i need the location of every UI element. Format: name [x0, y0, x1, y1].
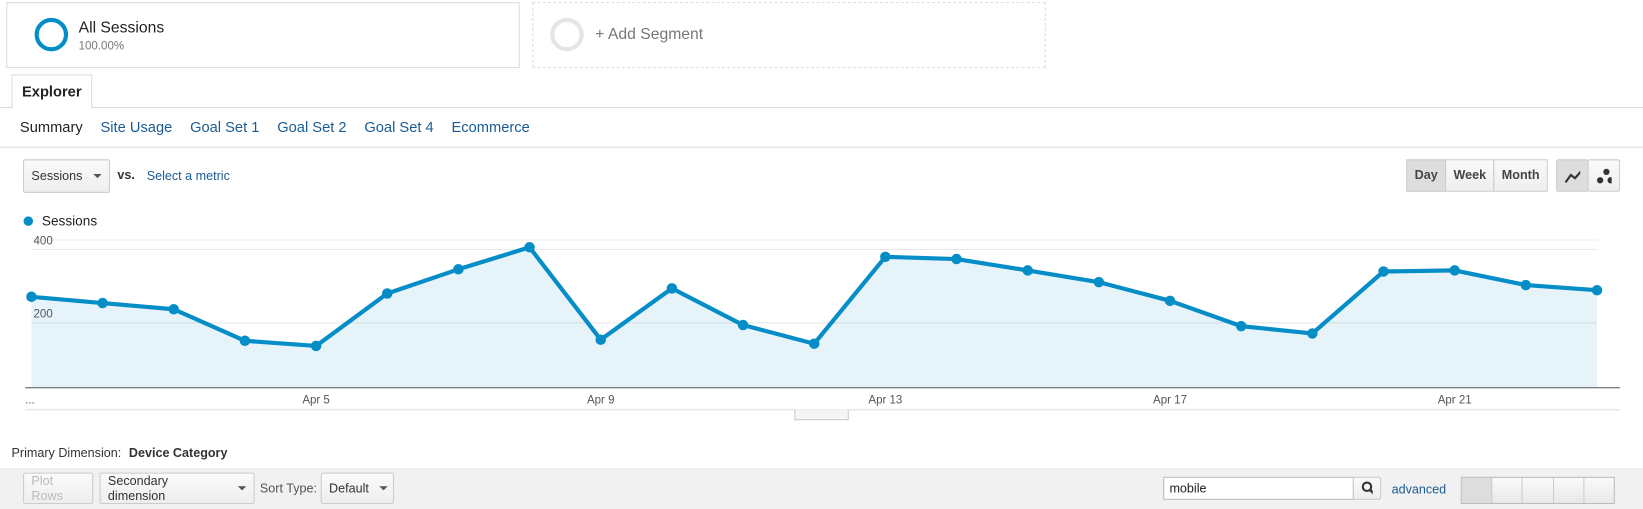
point: [737, 319, 749, 331]
y-tick-label: 400: [34, 235, 53, 247]
segment-icon: [34, 17, 69, 52]
legend-label: Sessions: [42, 213, 97, 228]
point: [595, 334, 606, 345]
period-button[interactable]: Day: [1406, 159, 1447, 192]
point: [666, 283, 678, 294]
select-metric[interactable]: Select a metric: [146, 168, 230, 184]
x-tick-label: Apr 17: [1153, 394, 1187, 406]
subtabs: Summary Site Usage Goal Set 1 Goal Set 2 Goa…: [20, 118, 530, 135]
x-tick-label: Apr 5: [302, 394, 330, 406]
search-box[interactable]: mobile: [1163, 476, 1354, 500]
point: [382, 288, 393, 299]
point: [168, 304, 180, 315]
metric: Sessions: [31, 168, 83, 184]
search-button[interactable]: [1352, 476, 1382, 500]
x-tick-label: Apr 13: [868, 394, 902, 406]
secondary-label: Secondary dimension: [107, 473, 169, 503]
chart-toggle[interactable]: [794, 409, 849, 421]
point: [808, 338, 820, 349]
x-tick-label: ...: [25, 394, 35, 406]
secondary-dimension[interactable]: Secondary dimension: [99, 472, 255, 505]
point: [26, 291, 37, 303]
subtab[interactable]: Goal Set 1: [190, 118, 260, 136]
point: [1164, 295, 1176, 307]
subtab-rule: [0, 146, 1643, 148]
period-button[interactable]: Month: [1493, 159, 1548, 192]
search-text: mobile: [1169, 480, 1207, 496]
sort-label: Sort Type:: [259, 480, 317, 496]
point: [1235, 320, 1247, 332]
x-tick-label: Apr 9: [587, 394, 615, 406]
point: [310, 340, 322, 352]
sort-value: Default: [329, 480, 369, 496]
subtab[interactable]: Goal Set 4: [364, 118, 434, 136]
subtab[interactable]: Ecommerce: [451, 118, 530, 136]
motion-chart-button[interactable]: [1587, 159, 1621, 192]
add-segment-label: + Add Segment: [595, 25, 704, 43]
bar-view[interactable]: [1523, 477, 1554, 503]
point: [1591, 284, 1603, 296]
point: [1378, 266, 1389, 277]
line-icon: [1564, 170, 1581, 183]
subtab[interactable]: Site Usage: [100, 118, 173, 136]
pie-view[interactable]: [1492, 477, 1524, 503]
add-segment[interactable]: + Add Segment: [532, 2, 1046, 69]
sort-dropdown[interactable]: Default: [320, 472, 395, 505]
point: [1520, 279, 1532, 291]
advanced-link[interactable]: advanced: [1391, 482, 1447, 497]
x-tick-label: Apr 21: [1438, 394, 1472, 406]
point: [239, 335, 251, 347]
point: [1093, 276, 1105, 288]
search-icon: [1361, 481, 1373, 495]
point: [1022, 265, 1033, 276]
legend-marker: [23, 216, 34, 226]
point: [97, 297, 108, 309]
plot-rows[interactable]: Plot Rows: [23, 472, 94, 505]
table-view[interactable]: [1461, 477, 1493, 503]
subtab[interactable]: Goal Set 2: [277, 118, 347, 136]
point: [453, 264, 464, 275]
chart: 200 400... Apr 5 Apr 9 Apr 13 Apr 17 Apr 21 Ses…: [23, 213, 1621, 411]
point: [880, 251, 891, 263]
point: [1307, 328, 1318, 339]
area: [31, 247, 1597, 388]
comparison-view[interactable]: [1554, 477, 1585, 503]
pivot-view[interactable]: [1584, 478, 1614, 503]
y-tick-label: 200: [34, 309, 53, 321]
segment-card[interactable]: All Sessions 100.00%: [6, 2, 520, 69]
tab[interactable]: Explorer: [11, 74, 93, 109]
period-buttons: Day Week Month: [1406, 159, 1548, 192]
point: [524, 242, 535, 253]
metric-dropdown[interactable]: Sessions: [23, 159, 111, 193]
subtab[interactable]: Summary: [19, 118, 83, 136]
add-segment-icon: [550, 17, 584, 52]
point: [1449, 265, 1460, 276]
point: [951, 253, 962, 265]
primary-dimension-label: Primary Dimension:: [11, 445, 122, 461]
period-button[interactable]: Week: [1445, 159, 1495, 192]
vs: vs.: [117, 167, 135, 183]
view-buttons[interactable]: [1460, 476, 1615, 505]
segment-name: All Sessions: [78, 18, 165, 37]
segment-share: 100.00%: [78, 39, 125, 53]
tab-rule: [0, 106, 1643, 108]
bubble-icon: [1596, 168, 1612, 183]
primary-dimension: Device Category: [128, 445, 228, 461]
